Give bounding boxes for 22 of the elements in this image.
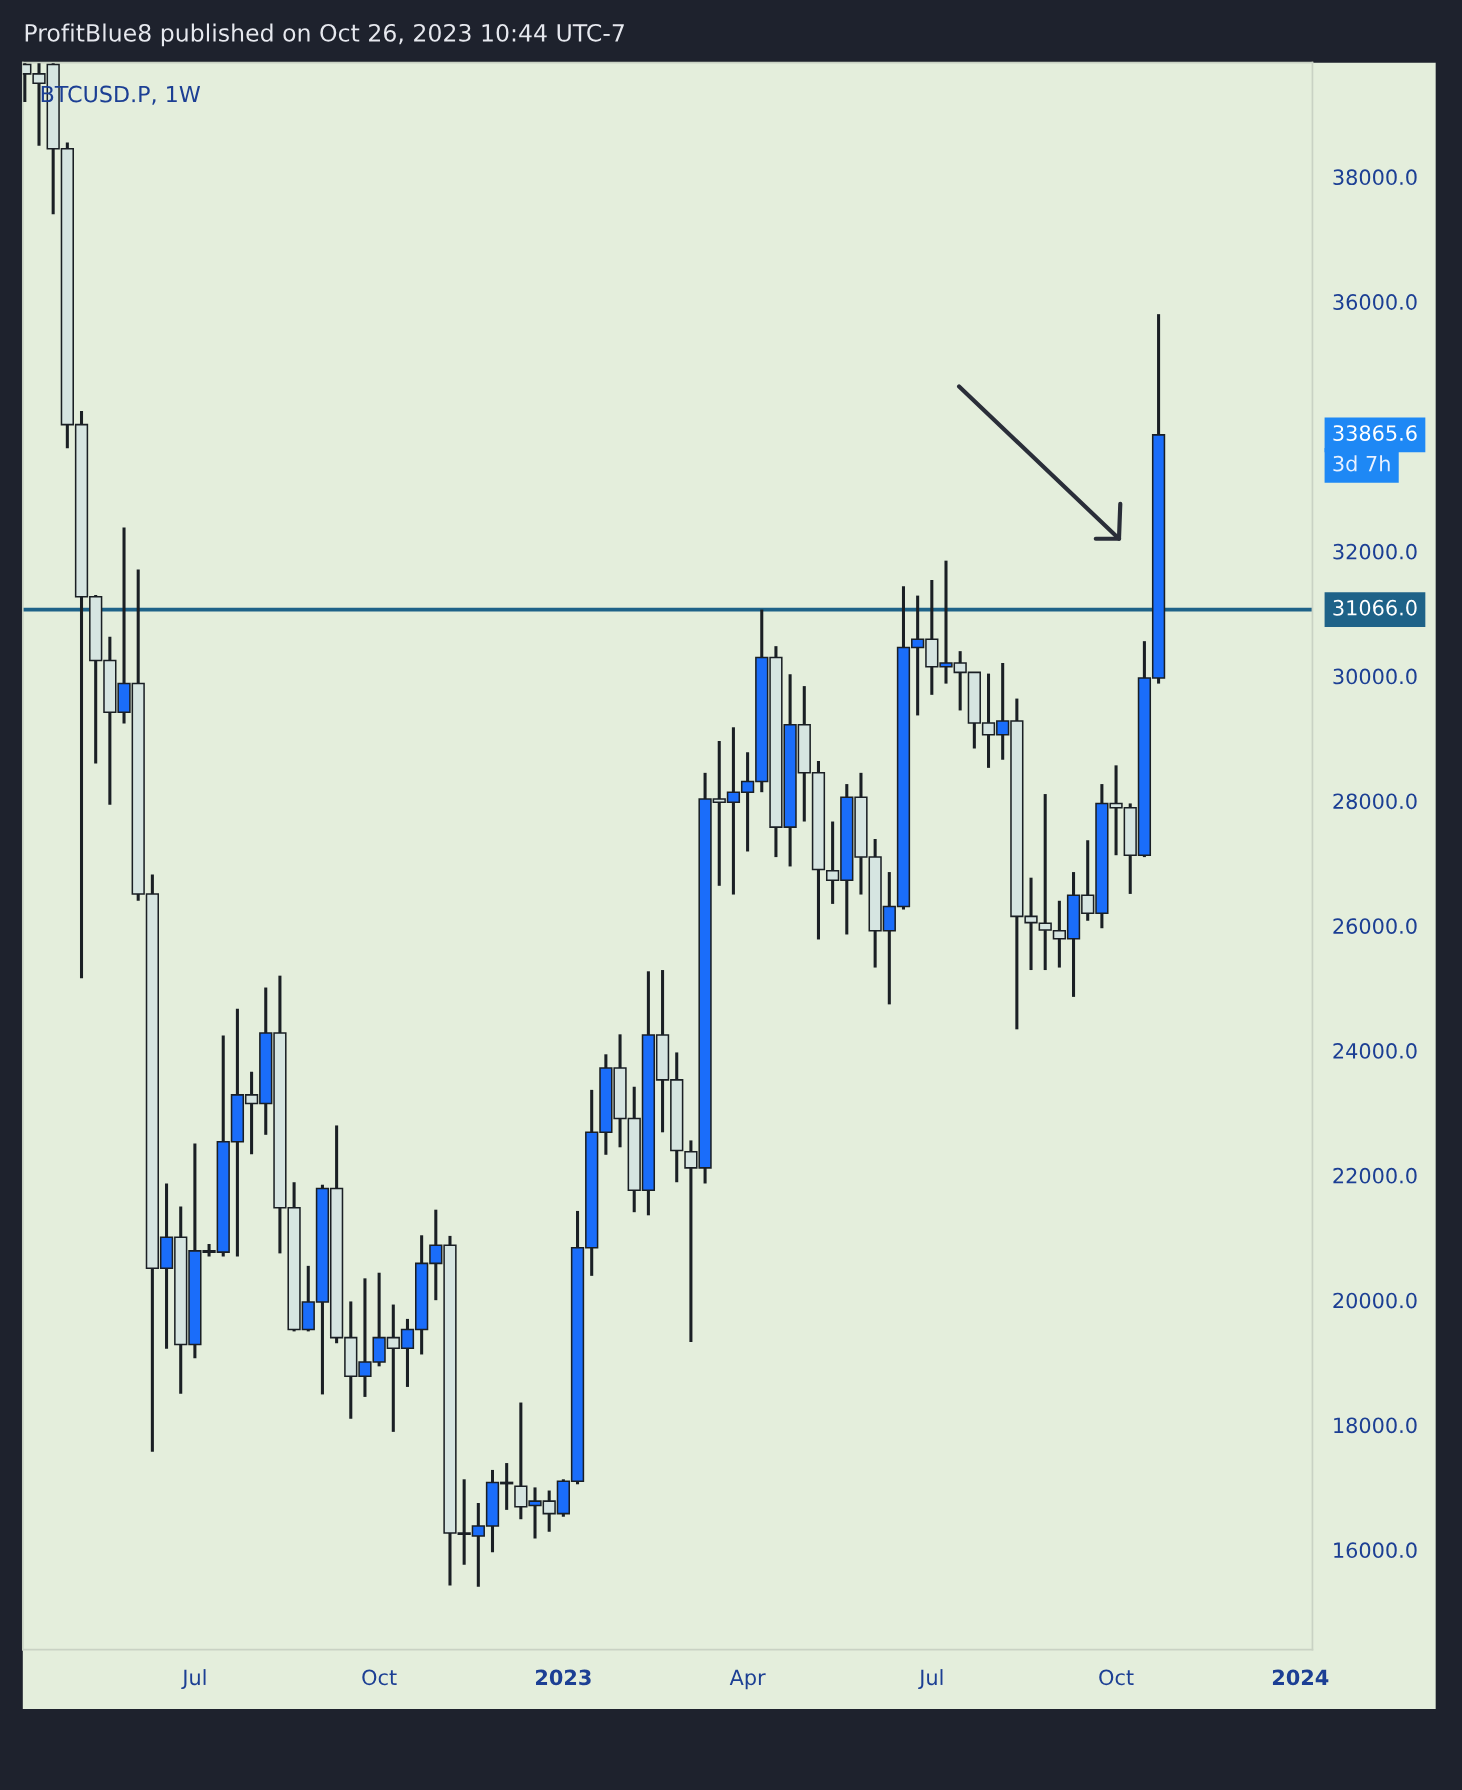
x-tick-label: 2024 [1272,1669,1329,1686]
text: 33865.6 [1333,425,1417,441]
x-tick-label: Oct [362,1669,397,1686]
x-tick-label: 2023 [536,1669,591,1686]
y-tick-label: 18000.0 [1334,1417,1417,1434]
y-tick-label: 38000.0 [1333,169,1417,186]
x-tick-label: Jul [918,1669,943,1690]
x-tick-label: Oct [1099,1669,1134,1686]
y-tick-label: 20000.0 [1333,1292,1417,1309]
y-tick-label: 24000.0 [1333,1043,1417,1059]
x-tick-label: Jul [181,1669,206,1690]
y-tick-label: 22000.0 [1333,1167,1417,1184]
y-tick-label: 36000.0 [1333,294,1417,310]
y-tick-label: 32000.0 [1333,543,1417,560]
x-tick-label: Apr [729,1669,766,1690]
text: 3d 7h [1333,455,1390,472]
chart-title: ProfitBlue8 published on Oct 26, 2023 10:44 UTC-7 [25,23,624,47]
y-tick-label: 30000.0 [1333,668,1417,685]
y-tick-label: 26000.0 [1333,918,1417,934]
y-tick-label: 28000.0 [1333,793,1417,810]
ref-line-label: 31066.0 [1333,599,1417,616]
y-tick-label: 16000.0 [1334,1542,1417,1559]
